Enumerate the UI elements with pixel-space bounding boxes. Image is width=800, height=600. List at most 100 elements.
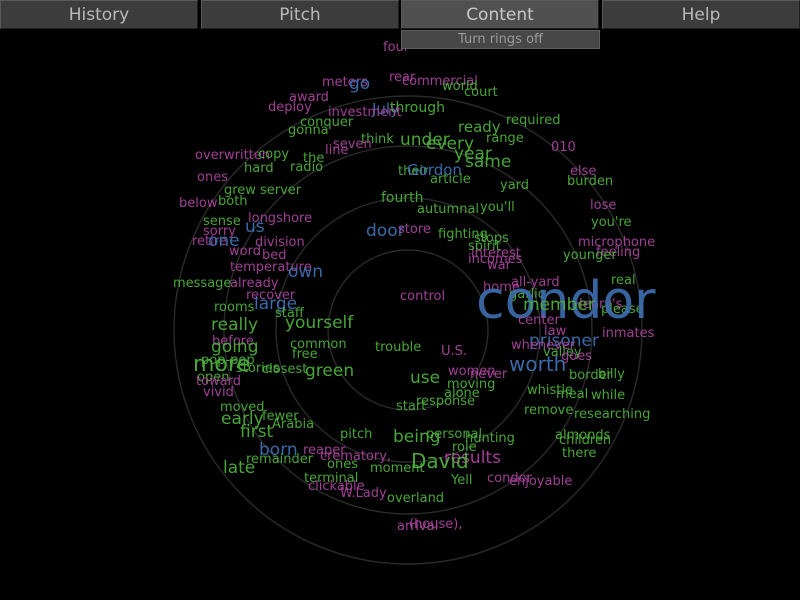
cloud-word[interactable]: think <box>361 132 394 147</box>
cloud-word[interactable]: green <box>305 361 354 381</box>
cloud-word[interactable]: prisoner <box>529 331 599 351</box>
cloud-word[interactable]: go <box>349 74 370 94</box>
cloud-word[interactable]: ones <box>327 457 358 472</box>
cloud-word[interactable]: microphone <box>578 235 655 250</box>
cloud-word[interactable]: seven <box>333 137 372 152</box>
cloud-word[interactable]: free <box>292 347 318 362</box>
cloud-word[interactable]: moved <box>220 400 265 415</box>
cloud-word[interactable]: there <box>562 446 596 461</box>
cloud-word[interactable]: worth <box>509 352 566 376</box>
cloud-word[interactable]: their <box>398 164 429 179</box>
cloud-word[interactable]: born <box>259 440 298 460</box>
cloud-word[interactable]: start <box>396 399 426 414</box>
cloud-word[interactable]: all-yard <box>511 275 560 290</box>
cloud-word[interactable]: July <box>371 100 399 118</box>
cloud-word[interactable]: bed <box>262 248 287 263</box>
cloud-word[interactable]: large <box>254 294 297 314</box>
cloud-word[interactable]: line <box>325 143 348 158</box>
cloud-word[interactable]: stories <box>236 361 280 376</box>
cloud-word[interactable]: commercial <box>402 74 478 89</box>
cloud-word[interactable]: burden <box>567 174 613 189</box>
cloud-word[interactable]: home <box>483 280 520 295</box>
cloud-word[interactable]: one <box>208 231 240 251</box>
cloud-word[interactable]: overwritten <box>195 148 270 163</box>
cloud-word[interactable]: center <box>518 313 560 328</box>
cloud-word[interactable]: billy <box>598 367 625 382</box>
cloud-word[interactable]: goes <box>561 349 592 364</box>
cloud-word[interactable]: younger <box>563 248 617 263</box>
cloud-word[interactable]: U.S. <box>441 344 467 359</box>
cloud-word[interactable]: ready <box>458 118 501 136</box>
cloud-word[interactable]: through <box>390 100 445 116</box>
cloud-word[interactable]: else <box>570 164 596 179</box>
tab-content[interactable]: Content <box>401 0 599 29</box>
tab-help[interactable]: Help <box>602 0 800 29</box>
cloud-word[interactable]: Gordon <box>407 161 462 179</box>
tab-pitch[interactable]: Pitch <box>201 0 399 29</box>
cloud-word[interactable]: alone <box>444 386 480 401</box>
cloud-word[interactable]: response <box>416 394 475 409</box>
cloud-word[interactable]: already <box>230 276 279 291</box>
cloud-word[interactable]: you're <box>591 215 632 230</box>
cloud-word[interactable]: deploy <box>268 100 312 115</box>
cloud-word[interactable]: garlic <box>509 287 545 302</box>
cloud-word[interactable]: recover <box>246 288 296 303</box>
cloud-word[interactable]: year <box>454 144 492 164</box>
cloud-word[interactable]: article <box>430 172 471 187</box>
cloud-word[interactable]: below <box>179 196 218 211</box>
cloud-word[interactable]: award <box>289 90 329 105</box>
cloud-word[interactable]: never <box>470 367 508 382</box>
cloud-word[interactable]: moving <box>447 377 495 392</box>
cloud-word[interactable]: border <box>569 368 613 383</box>
cloud-word[interactable]: the <box>303 151 324 166</box>
cloud-word[interactable]: W.Lady, <box>340 486 391 501</box>
cloud-word[interactable]: same <box>465 152 511 172</box>
cloud-word[interactable]: terminal <box>304 471 358 486</box>
cloud-word[interactable]: interest <box>471 246 521 261</box>
cloud-word[interactable]: Henry's <box>573 297 623 312</box>
cloud-word[interactable]: early <box>221 409 264 429</box>
cloud-word[interactable]: late <box>223 458 255 478</box>
cloud-word[interactable]: more <box>193 352 250 377</box>
cloud-word[interactable]: member <box>523 295 595 315</box>
cloud-word[interactable]: remove <box>524 403 573 418</box>
cloud-word[interactable]: while <box>591 388 625 403</box>
cloud-word[interactable]: pitch <box>340 427 372 442</box>
cloud-word[interactable]: hunting <box>465 431 515 446</box>
cloud-word[interactable]: reaper <box>303 443 346 458</box>
cloud-word[interactable]: fewer <box>262 409 299 424</box>
cloud-word[interactable]: crematory, <box>320 449 391 464</box>
cloud-word[interactable]: both <box>218 194 248 209</box>
cloud-word[interactable]: almonds <box>555 428 611 443</box>
cloud-word[interactable]: really <box>211 315 258 335</box>
cloud-word[interactable]: war <box>487 258 512 273</box>
cloud-word[interactable]: (house), <box>409 517 462 532</box>
cloud-word[interactable]: meters <box>322 75 368 90</box>
cloud-word[interactable]: incomes <box>468 252 523 267</box>
cloud-word[interactable]: retire <box>192 234 227 249</box>
cloud-word[interactable]: condor <box>476 271 656 331</box>
cloud-word[interactable]: radio <box>290 160 323 175</box>
cloud-word[interactable]: hard <box>244 161 274 176</box>
cloud-word[interactable]: being <box>393 427 441 447</box>
cloud-word[interactable]: Yell <box>450 473 472 488</box>
cloud-word[interactable]: first <box>240 422 274 442</box>
cloud-word[interactable]: valley <box>543 345 582 360</box>
cloud-word[interactable]: you'll <box>480 200 515 215</box>
cloud-word[interactable]: sense <box>203 214 241 229</box>
cloud-word[interactable]: whistle <box>527 383 573 398</box>
cloud-word[interactable]: open <box>197 370 229 385</box>
cloud-word[interactable]: Arabia <box>272 417 314 432</box>
cloud-word[interactable]: children <box>559 433 611 448</box>
cloud-word[interactable]: role <box>452 440 477 455</box>
cloud-word[interactable]: trouble <box>375 340 421 355</box>
cloud-word[interactable]: yourself <box>285 313 354 333</box>
cloud-word[interactable]: results <box>444 448 501 468</box>
cloud-word[interactable]: arrival <box>397 519 438 534</box>
cloud-word[interactable]: world <box>442 79 478 94</box>
cloud-word[interactable]: temperature <box>230 260 312 275</box>
cloud-word[interactable]: control <box>400 289 445 304</box>
cloud-word[interactable]: women <box>448 364 496 379</box>
cloud-word[interactable]: store <box>398 222 431 237</box>
cloud-word[interactable]: enjoyable <box>509 474 572 489</box>
